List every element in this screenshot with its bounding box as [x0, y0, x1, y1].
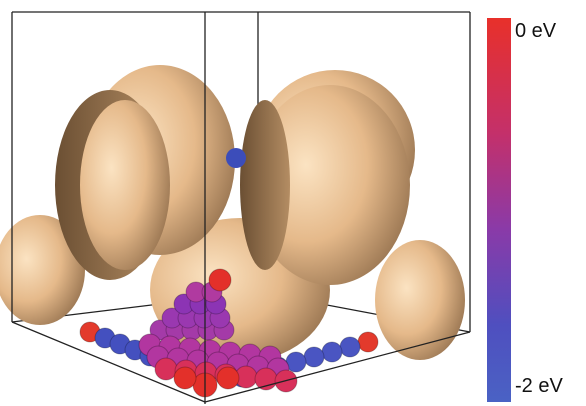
atom	[303, 346, 325, 368]
isosurface	[0, 215, 85, 325]
box-front	[11, 12, 471, 404]
atom	[321, 341, 343, 363]
colorbar-top-label: 0 eV	[515, 20, 557, 42]
colorbar	[487, 18, 511, 402]
atoms	[79, 268, 379, 398]
atom	[254, 367, 278, 391]
atom	[216, 366, 240, 390]
isosurface	[375, 240, 465, 360]
atom	[208, 268, 232, 292]
atom	[226, 148, 246, 168]
colorbar-bottom-label: -2 eV	[515, 375, 563, 397]
atom	[173, 366, 197, 390]
box-edge	[204, 331, 471, 403]
isosurface	[250, 85, 410, 285]
isosurface	[80, 100, 170, 270]
atom	[357, 331, 379, 353]
atom	[339, 336, 361, 358]
isosurfaces	[0, 65, 465, 362]
box-edge	[11, 321, 206, 403]
isosurface-cut	[240, 100, 290, 270]
